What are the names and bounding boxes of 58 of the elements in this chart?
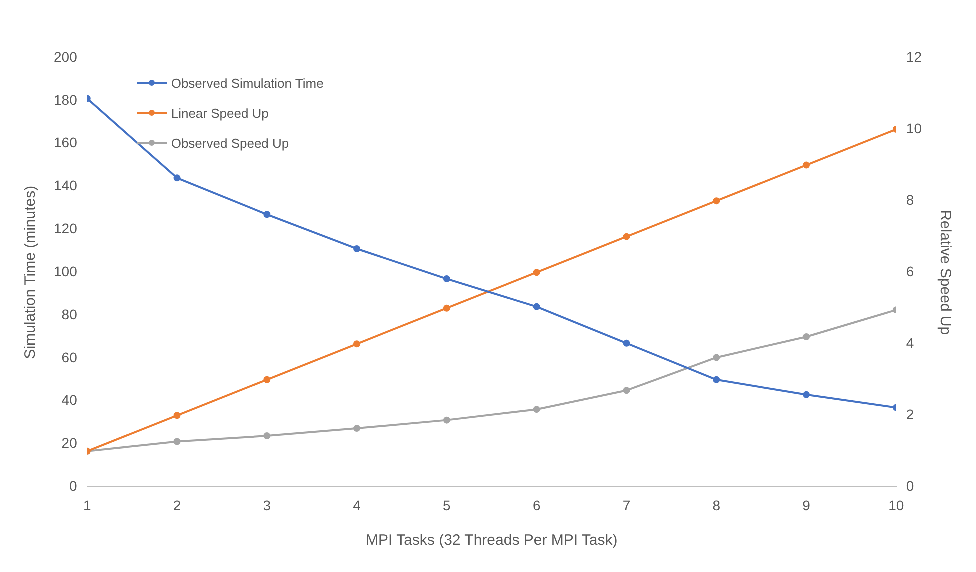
legend-label: Linear Speed Up: [171, 106, 269, 120]
y-tick-label: 40: [62, 392, 78, 408]
point: [803, 162, 810, 169]
point: [354, 425, 361, 432]
y2-tick-label: 2: [906, 406, 914, 423]
y-tick-label: 120: [54, 220, 78, 237]
y2-tick-label: 8: [906, 192, 914, 208]
point: [533, 269, 540, 276]
point: [354, 340, 361, 348]
y-tick-label: 60: [62, 349, 78, 366]
point: [803, 391, 810, 398]
x-tick-label: 4: [353, 497, 362, 514]
point: [174, 438, 181, 446]
x-tick-label: 5: [443, 497, 452, 514]
point: [443, 304, 450, 312]
y2-axis-title: Relative Speed Up: [936, 210, 954, 336]
point: [264, 211, 271, 218]
legend-label: Observed Speed Up: [171, 136, 290, 150]
point: [623, 233, 630, 240]
y-tick-label: 140: [54, 178, 78, 194]
point: [443, 416, 450, 424]
y2-tick-label: 4: [906, 334, 914, 351]
x-tick-label: 1: [83, 497, 92, 514]
y2-tick-label: 6: [906, 263, 914, 280]
y2-tick-label: 12: [906, 48, 922, 65]
point: [533, 303, 540, 310]
point: [174, 174, 181, 182]
y-tick-label: 200: [54, 48, 78, 65]
point: [623, 387, 630, 394]
y-tick-label: 0: [70, 478, 78, 494]
point: [533, 406, 540, 414]
point: [264, 376, 271, 384]
x-axis-title: MPI Tasks (32 Threads Per MPI Task): [366, 532, 618, 550]
y-tick-label: 180: [54, 92, 78, 108]
x-tick-label: 10: [888, 497, 904, 514]
point: [623, 340, 630, 347]
y-tick-label: 160: [54, 134, 78, 151]
point: [354, 245, 361, 252]
y-axis-title: Simulation Time (minutes): [22, 186, 40, 360]
x-tick-label: 6: [532, 497, 541, 514]
y-tick-label: 100: [54, 263, 78, 280]
point: [713, 376, 720, 384]
legend-label: Observed Simulation Time: [171, 76, 324, 90]
x-tick-label: 9: [802, 497, 811, 514]
x-tick-label: 2: [173, 497, 182, 514]
point: [443, 276, 450, 283]
x-tick-label: 3: [263, 497, 272, 514]
y-tick-label: 20: [62, 435, 78, 452]
y2-tick-label: 0: [906, 478, 914, 494]
point: [174, 412, 181, 420]
point: [803, 333, 810, 340]
point: [713, 198, 720, 205]
y2-tick-label: 10: [906, 120, 922, 136]
x-tick-label: 7: [622, 497, 631, 514]
y-tick-label: 80: [62, 306, 78, 322]
point: [264, 432, 271, 440]
x-tick-label: 8: [712, 497, 721, 514]
point: [713, 354, 720, 362]
